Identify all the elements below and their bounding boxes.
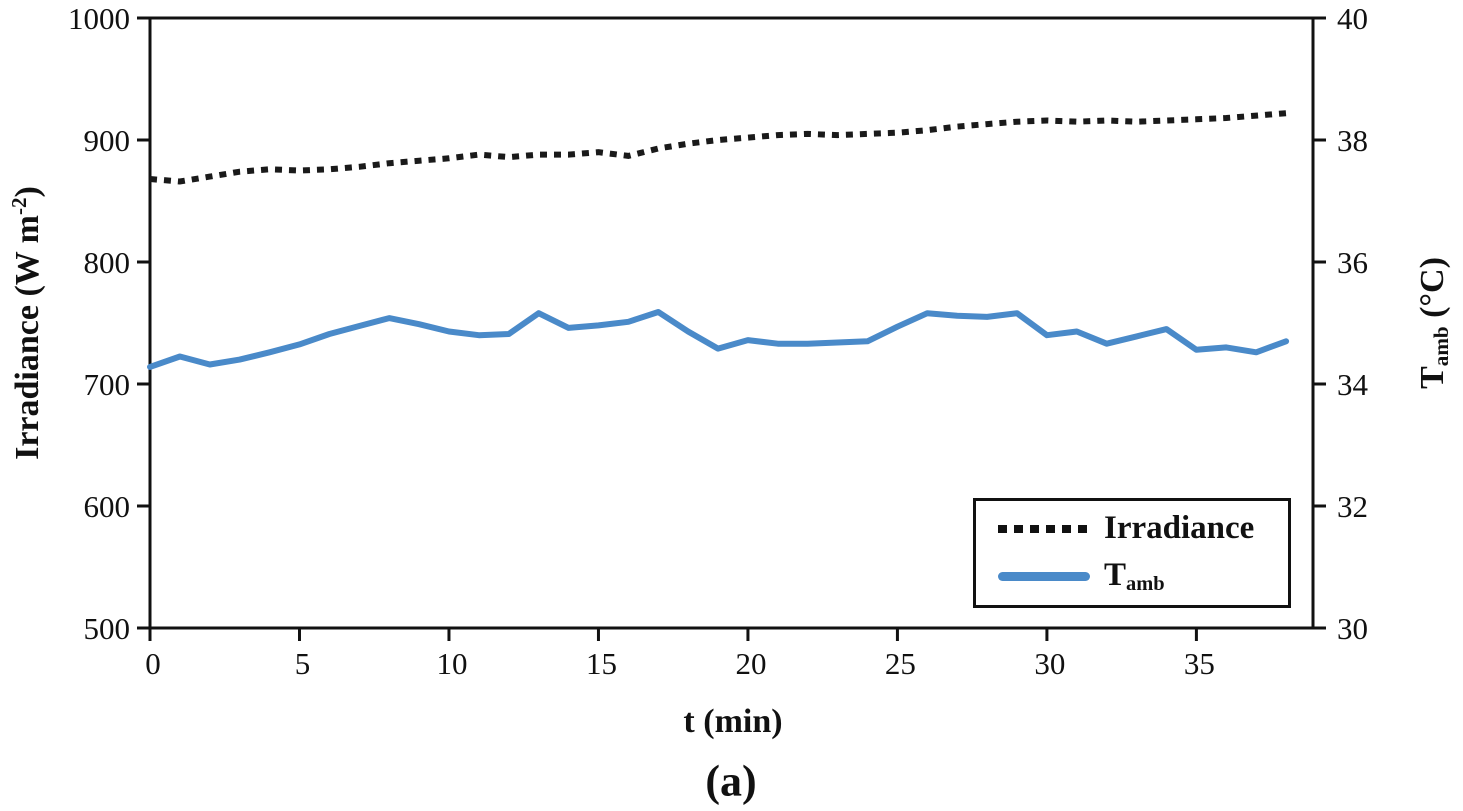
legend-label-tamb: Tamb — [1104, 556, 1165, 595]
right-axis-title: Tamb (°C) — [1414, 257, 1454, 389]
x-axis-tick-label: 5 — [295, 646, 311, 681]
right-axis-tick-label: 36 — [1337, 245, 1368, 280]
left-axis-title-close: ) — [8, 186, 46, 198]
x-axis-tick-label: 35 — [1184, 646, 1215, 681]
right-axis-title-unit: (°C) — [1413, 257, 1451, 327]
irradiance-series-line — [149, 110, 1287, 185]
left-axis-tick-label: 500 — [84, 611, 131, 646]
right-axis-tick-label: 40 — [1337, 1, 1368, 36]
legend-box: Irradiance Tamb — [973, 498, 1291, 608]
left-axis-tick-label: 1000 — [68, 1, 130, 36]
left-axis-tick-label: 800 — [84, 245, 131, 280]
irradiance-line-sample-icon — [998, 524, 1090, 533]
right-axis-title-main: T — [1413, 366, 1451, 389]
left-axis-tick-label: 900 — [84, 123, 131, 158]
x-axis-title: t (min) — [683, 703, 783, 740]
left-axis-title-superscript: -2 — [7, 197, 32, 215]
x-axis-tick-label: 15 — [586, 646, 617, 681]
x-axis-tick-label: 30 — [1034, 646, 1065, 681]
x-axis-tick-label: 10 — [436, 646, 467, 681]
plot-area-frame — [148, 16, 1315, 630]
right-axis-tick-label: 30 — [1337, 611, 1368, 646]
left-axis-tick-label: 700 — [84, 367, 131, 402]
left-axis-tick-label: 600 — [84, 489, 131, 524]
right-axis-tick-label: 38 — [1337, 123, 1368, 158]
right-axis-title-subscript: amb — [1429, 326, 1454, 367]
left-axis-title-text: Irradiance (W m — [8, 215, 46, 460]
x-axis-tick-label: 0 — [145, 646, 161, 681]
x-axis-tick-label: 20 — [735, 646, 766, 681]
tamb-series-line — [147, 309, 1290, 370]
left-axis-title: Irradiance (W m-2) — [7, 186, 47, 460]
figure-caption: (a) — [705, 756, 757, 806]
tamb-line-sample-icon — [998, 571, 1090, 581]
legend-entry-irradiance: Irradiance — [998, 510, 1288, 547]
x-axis-tick-label: 25 — [885, 646, 916, 681]
right-axis-tick-label: 34 — [1337, 367, 1369, 402]
right-axis-tick-label: 32 — [1337, 489, 1368, 524]
legend-entry-tamb: Tamb — [998, 557, 1288, 596]
legend-label-irradiance: Irradiance — [1104, 510, 1255, 547]
